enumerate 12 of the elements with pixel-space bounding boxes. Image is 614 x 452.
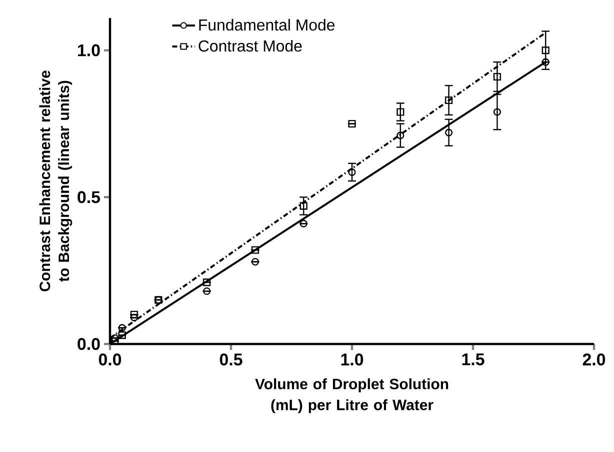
y-tick-label: 1.0: [78, 44, 100, 56]
legend-label: Fundamental Mode: [199, 18, 335, 31]
x-tick-label: 0.5: [220, 353, 242, 366]
y-axis-title: Contrast Enhancement relative to Background (linear units): [39, 70, 72, 292]
x-tick-label: 1.0: [341, 353, 364, 366]
x-axis-title: Volume of Droplet Solution (mL) per Litre of Water: [255, 378, 448, 414]
y-tick-label: 0.0: [78, 338, 100, 350]
x-tick-label: 1.5: [462, 353, 484, 366]
x-tick-label: 0.0: [98, 353, 122, 366]
x-tick-label: 2.0: [582, 353, 606, 366]
legend-label: Contrast Mode: [198, 40, 302, 52]
y-tick-label: 0.5: [78, 191, 100, 204]
